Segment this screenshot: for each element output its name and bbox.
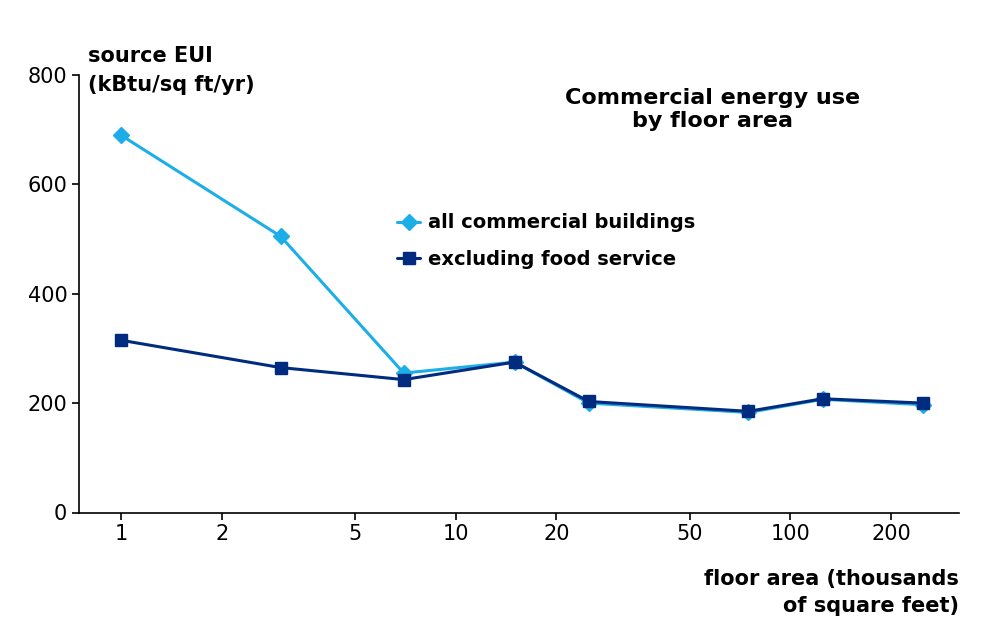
excluding food service — [115, 336, 127, 344]
excluding food service — [583, 398, 594, 405]
Legend: all commercial buildings, excluding food service: all commercial buildings, excluding food… — [397, 214, 695, 269]
Line: all commercial buildings: all commercial buildings — [116, 129, 929, 418]
excluding food service — [817, 395, 829, 402]
excluding food service — [918, 399, 930, 407]
all commercial buildings — [508, 358, 520, 366]
all commercial buildings — [918, 401, 930, 409]
all commercial buildings — [275, 232, 287, 240]
Line: excluding food service: excluding food service — [116, 334, 929, 417]
all commercial buildings — [743, 409, 755, 416]
excluding food service — [743, 408, 755, 415]
all commercial buildings — [817, 396, 829, 403]
all commercial buildings — [115, 131, 127, 139]
Text: Commercial energy use
by floor area: Commercial energy use by floor area — [566, 88, 860, 131]
Text: floor area (thousands: floor area (thousands — [704, 569, 959, 589]
Text: of square feet): of square feet) — [783, 596, 959, 616]
Text: (kBtu/sq ft/yr): (kBtu/sq ft/yr) — [88, 74, 254, 94]
Text: source EUI: source EUI — [88, 46, 213, 66]
excluding food service — [275, 364, 287, 371]
excluding food service — [508, 358, 520, 366]
all commercial buildings — [583, 399, 594, 407]
all commercial buildings — [398, 369, 409, 377]
excluding food service — [398, 376, 409, 383]
